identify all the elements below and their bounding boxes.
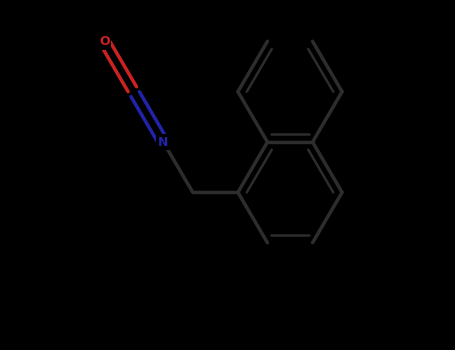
Text: O: O: [99, 35, 110, 48]
Text: N: N: [158, 135, 168, 148]
